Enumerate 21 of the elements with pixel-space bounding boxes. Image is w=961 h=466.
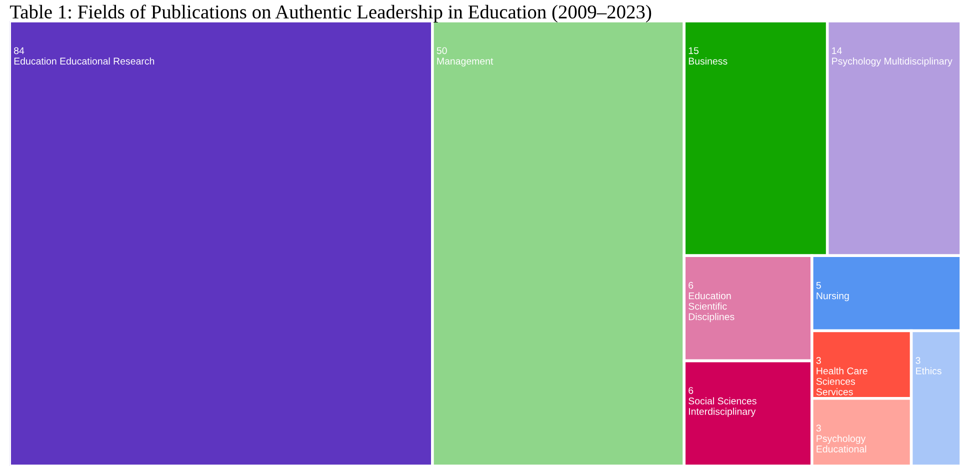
category-label: Social Sciences Interdisciplinary [688,397,756,417]
category-label: Nursing [816,292,849,302]
category-label: Psychology Educational [816,434,866,452]
text: Table 1: Fields of Publications on Authentic Leadership in Education (2009–2023) [10,4,652,22]
data-label: 3 [816,424,821,432]
data-label: 15 [688,47,699,54]
category-label: Ethics [916,367,942,374]
data-label: 6 [688,387,694,394]
data-label: 5 [816,282,821,289]
data-label: 3 [816,357,821,364]
category-label: Health Care Sciences Services [816,367,868,396]
data-label: 3 [916,357,920,364]
category-label: Business [688,57,728,65]
category-label: Education Educational Research [14,57,154,65]
data-label: 50 [436,47,447,54]
data-label: 84 [14,47,24,54]
data-label: 6 [688,282,694,289]
category-label: Management [437,58,494,67]
category-label: Education Scientific Disciplines [688,292,734,322]
category-label: Psychology Multidisciplinary [832,57,952,67]
data-label: 14 [832,47,842,54]
